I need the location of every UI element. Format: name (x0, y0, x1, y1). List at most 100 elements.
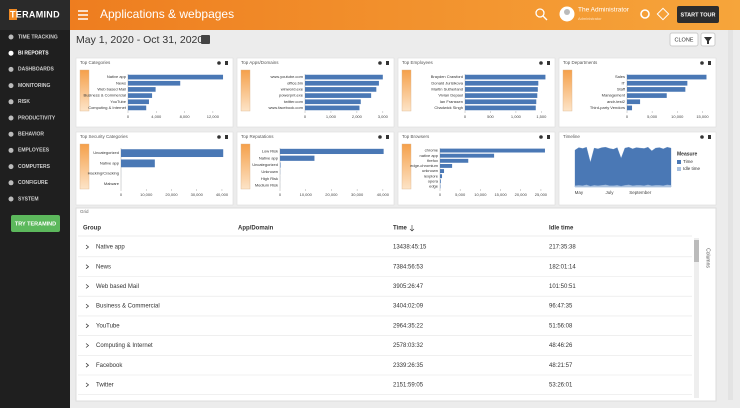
nav-item[interactable]: CONFIGURE (18, 180, 49, 186)
widget-title: Top Browsers (402, 134, 430, 139)
gear-icon[interactable] (539, 61, 543, 65)
nav-item[interactable]: DASHBOARDS (18, 67, 55, 73)
category-label: iexplore (424, 173, 439, 178)
expand-chevron[interactable] (85, 362, 90, 368)
widget (397, 131, 556, 206)
x-tick-label: May (575, 190, 584, 195)
column-header[interactable]: App/Domain (238, 226, 274, 232)
expand-chevron[interactable] (85, 303, 90, 309)
settings-icon[interactable] (640, 9, 650, 19)
category-label: Vivian Depaul (438, 93, 463, 98)
delete-icon[interactable] (386, 61, 389, 65)
scrollbar-thumb[interactable] (694, 240, 699, 262)
user-name[interactable]: The Administrator (578, 7, 630, 14)
expand-chevron[interactable] (85, 343, 90, 348)
legend-label[interactable]: Idle time (683, 166, 701, 171)
x-tick-label: 10,000 (474, 192, 487, 197)
avatar-head (564, 9, 570, 15)
menu-icon[interactable] (78, 10, 88, 20)
gear-icon[interactable] (378, 135, 382, 139)
search-icon[interactable] (535, 8, 548, 21)
legend-swatch (677, 160, 681, 164)
delete-icon[interactable] (708, 135, 711, 139)
column-header[interactable]: Idle time (549, 226, 574, 232)
bar (128, 74, 224, 80)
nav-item[interactable]: RISK (18, 99, 30, 105)
expand-chevron[interactable] (85, 244, 90, 250)
expand-chevron[interactable] (85, 382, 90, 388)
nav-item[interactable]: BI REPORTS (18, 51, 49, 57)
nav-item[interactable]: PRODUCTIVITY (18, 115, 56, 121)
widget (558, 57, 717, 128)
delete-icon[interactable] (386, 135, 389, 139)
delete-icon[interactable] (547, 135, 550, 139)
nav-item[interactable]: BEHAVIOR (18, 132, 44, 138)
diamond-icon[interactable] (656, 7, 670, 21)
clone-label[interactable]: CLONE (675, 37, 694, 43)
legend-label[interactable]: Time (683, 159, 693, 164)
x-tick-label: 0 (127, 114, 130, 119)
cell: 2339:26:35 (393, 363, 424, 369)
x-tick-label: 8,000 (180, 114, 191, 119)
bar (128, 87, 156, 92)
x-tick-label: 20,000 (165, 192, 178, 197)
nav-item[interactable]: COMPUTERS (18, 164, 51, 170)
category-label: Unknown (261, 169, 278, 174)
category-label: High Risk (261, 176, 278, 181)
bar (280, 162, 281, 168)
category-label: native app (420, 153, 439, 158)
minimap (240, 143, 251, 190)
widget-title: Top Categories (80, 60, 111, 65)
category-label: Native app (259, 155, 279, 160)
x-tick-label: 0 (279, 192, 282, 197)
delete-icon[interactable] (708, 61, 711, 65)
expand-chevron[interactable] (85, 323, 90, 329)
widget (236, 57, 395, 128)
columns-toggle[interactable]: Columns (705, 248, 711, 268)
gear-icon[interactable] (700, 61, 704, 65)
try-button[interactable] (11, 215, 60, 232)
bar (440, 169, 445, 174)
x-tick-label: 1,000 (326, 114, 337, 119)
delete-icon[interactable] (547, 61, 550, 65)
minimap (79, 143, 90, 190)
bar (128, 80, 181, 86)
widget (75, 131, 234, 206)
widget (236, 131, 395, 206)
nav-item[interactable]: TIME TRACKING (18, 34, 58, 40)
column-header[interactable]: Group (83, 226, 101, 232)
bar (128, 93, 153, 98)
category-label: Native app (107, 74, 127, 79)
category-label: Medium Risk (255, 183, 278, 188)
widget (397, 57, 556, 128)
date-range[interactable]: May 1, 2020 - Oct 31, 2020 (76, 34, 203, 46)
gear-icon[interactable] (539, 135, 543, 139)
tour-button[interactable] (677, 6, 719, 23)
delete-icon[interactable] (225, 61, 228, 65)
area (574, 147, 672, 188)
gear-icon[interactable] (217, 135, 221, 139)
expand-chevron[interactable] (85, 264, 90, 269)
x-tick-label: 0 (120, 192, 123, 197)
expand-chevron[interactable] (85, 284, 90, 289)
tour-label[interactable]: START TOUR (681, 12, 716, 18)
cell: Facebook (96, 363, 123, 369)
x-tick-label: 5,000 (647, 114, 658, 119)
category-label: YouTube (110, 99, 126, 104)
column-header[interactable]: Time (393, 226, 408, 232)
gear-icon[interactable] (217, 61, 221, 65)
try-label[interactable]: TRY TERAMIND (15, 221, 56, 227)
bar (280, 155, 315, 161)
nav-item[interactable]: EMPLOYEES (18, 148, 50, 154)
gear-icon[interactable] (700, 135, 704, 139)
category-label: www.facebook.com (269, 105, 304, 110)
calendar-icon[interactable] (201, 35, 210, 44)
delete-icon[interactable] (225, 135, 228, 139)
clone-button[interactable] (669, 32, 699, 47)
bar (305, 74, 383, 80)
nav-item[interactable]: SYSTEM (18, 196, 39, 202)
bar (627, 99, 641, 105)
gear-icon[interactable] (378, 61, 382, 65)
nav-item[interactable]: MONITORING (18, 83, 51, 89)
